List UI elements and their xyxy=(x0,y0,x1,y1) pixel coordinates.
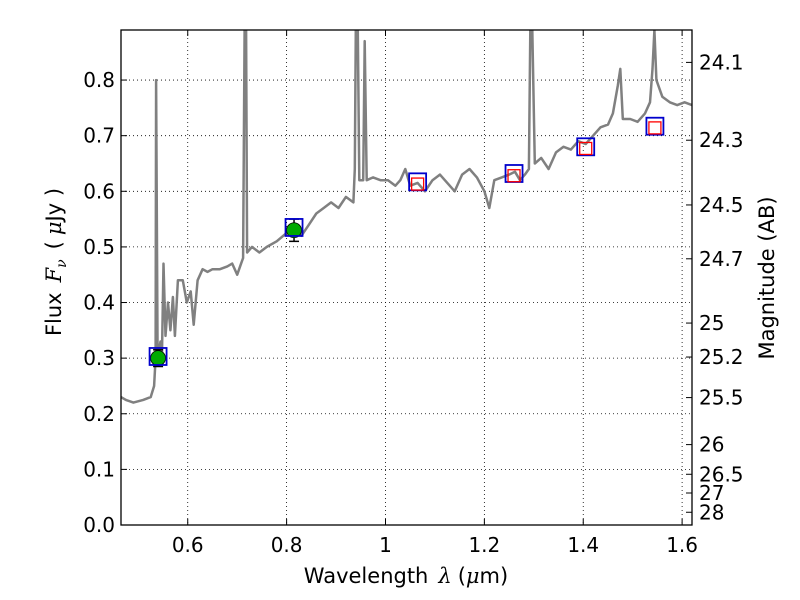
plot-frame xyxy=(120,29,693,526)
predicted-band-marker xyxy=(648,121,662,135)
x-tick-label: 1.6 xyxy=(666,533,698,557)
y2-tick-label: 28 xyxy=(699,500,724,524)
y-tick-label: 0.7 xyxy=(83,124,115,148)
x-tick-label: 1.2 xyxy=(468,533,500,557)
grid xyxy=(121,30,692,525)
predicted-band-marker xyxy=(507,169,521,183)
y2-tick-label: 26.5 xyxy=(699,462,744,486)
secondary-y-axis-label: Magnitude (AB) xyxy=(755,196,779,359)
y-tick-label: 0.8 xyxy=(83,68,115,92)
y2-tick-label: 24.7 xyxy=(699,247,744,271)
plot-series xyxy=(121,30,692,404)
model-photometry-marker xyxy=(284,218,304,237)
x-tick-label: 0.8 xyxy=(271,533,303,557)
y-tick-label: 0.2 xyxy=(83,402,115,426)
y2-tick-label: 25.2 xyxy=(699,345,744,369)
observed-point xyxy=(286,222,302,239)
x-tick-label: 1 xyxy=(379,533,392,557)
model-spectrum-line xyxy=(121,30,692,404)
y2-tick-label: 24.3 xyxy=(699,128,744,152)
axis-tick-labels: 0.6 0.8 1 1.2 1.4 1.6 0.0 0.1 0.2 0.3 0.4 0.5 0.6 0.7… xyxy=(83,50,743,557)
observed-point xyxy=(150,350,166,367)
model-photometry-marker xyxy=(645,116,665,136)
y2-tick-label: 27 xyxy=(699,481,724,505)
y2-tick-label: 24.1 xyxy=(699,50,744,74)
x-tick-label: 0.6 xyxy=(172,533,204,557)
y2-tick-label: 25 xyxy=(699,311,724,335)
model-photometry-marker xyxy=(576,137,596,157)
x-tick-label: 1.4 xyxy=(567,533,599,557)
y-axis-label: FluxFν(μJy ) xyxy=(42,188,70,336)
model-photometry-marker xyxy=(148,347,168,366)
predicted-band-marker xyxy=(410,177,425,191)
y-tick-label: 0.6 xyxy=(83,179,115,203)
y-tick-label: 0.1 xyxy=(83,457,115,481)
y2-tick-label: 25.5 xyxy=(699,386,744,410)
predicted-band-marker xyxy=(579,141,593,156)
y-tick-label: 0.4 xyxy=(83,291,115,315)
x-axis-label: Wavelength λ (μm) xyxy=(304,564,508,588)
y-tick-label: 0.5 xyxy=(83,235,115,259)
y-tick-label: 0.0 xyxy=(83,513,115,537)
y2-tick-label: 26 xyxy=(699,433,724,457)
axis-ticks xyxy=(121,30,692,526)
y-tick-label: 0.3 xyxy=(83,346,115,370)
y2-tick-label: 24.5 xyxy=(699,193,744,217)
